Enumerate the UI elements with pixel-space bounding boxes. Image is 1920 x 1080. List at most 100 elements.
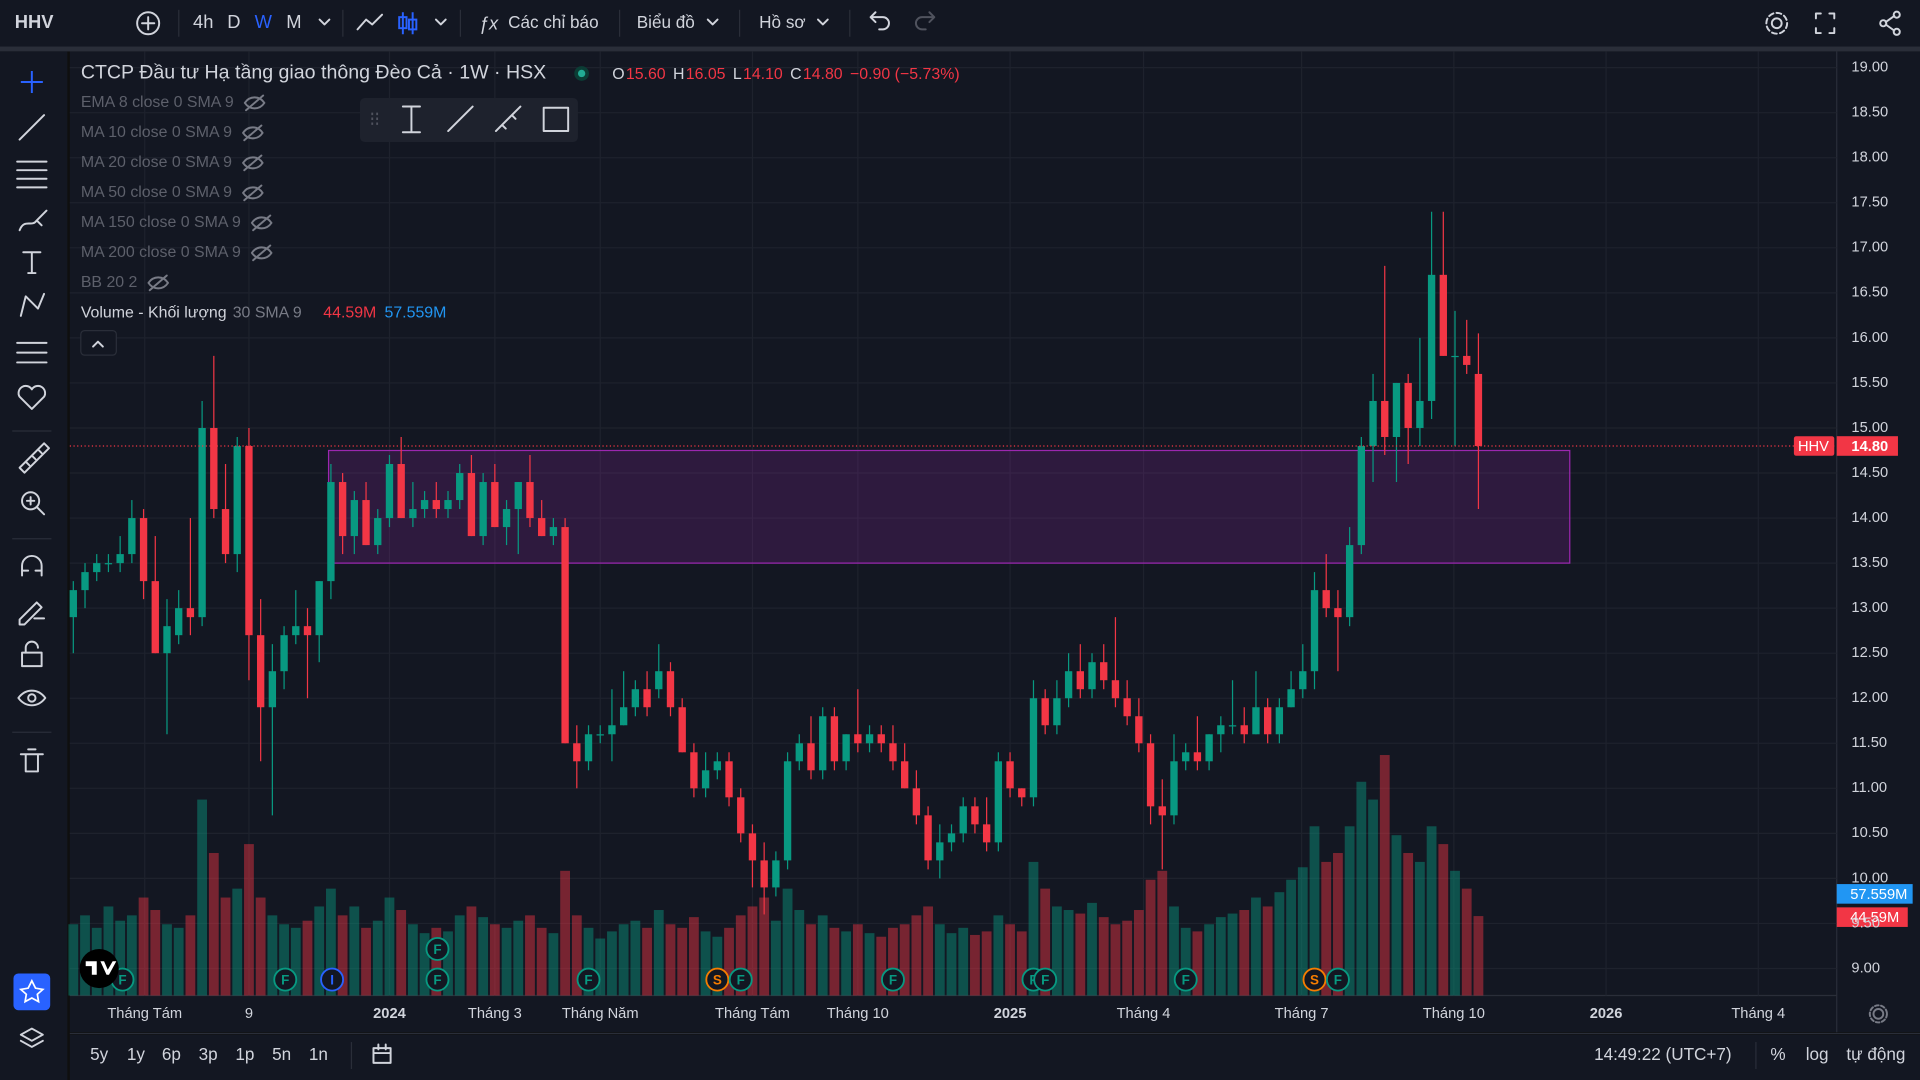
hidden-eye-icon[interactable] (250, 214, 273, 232)
drag-handle[interactable] (371, 112, 379, 128)
event-marker[interactable] (320, 967, 345, 992)
interval-button[interactable]: W (255, 11, 273, 32)
add-symbol-button[interactable] (136, 11, 161, 36)
favorites-tool[interactable] (17, 384, 47, 410)
event-marker[interactable] (425, 967, 450, 992)
fullscreen-button[interactable] (1814, 12, 1836, 35)
indicator-name[interactable]: MA 10 close 0 SMA 9 (81, 124, 232, 141)
text-line-tool[interactable] (401, 105, 421, 134)
indicator-name[interactable]: BB 20 2 (81, 274, 138, 291)
range-button[interactable]: 5n (272, 1044, 291, 1064)
redo-button[interactable] (914, 11, 936, 31)
volume-bar (1251, 897, 1261, 996)
indicator-name[interactable]: MA 20 close 0 SMA 9 (81, 154, 232, 171)
volume-bar (1098, 917, 1109, 996)
indicator-name[interactable]: MA 50 close 0 SMA 9 (81, 184, 232, 201)
interval-chevron[interactable] (318, 18, 331, 26)
settings-button[interactable] (1765, 11, 1789, 35)
clock[interactable]: 14:49:22 (UTC+7) (1594, 1044, 1732, 1064)
goto-date-button[interactable] (372, 1043, 392, 1064)
range-button[interactable]: 5y (90, 1044, 109, 1064)
interval-button[interactable]: D (227, 11, 240, 32)
symbol[interactable]: HHV (15, 11, 55, 32)
indicator-name[interactable]: MA 200 close 0 SMA 9 (81, 244, 241, 261)
interval-button[interactable]: 4h (193, 11, 213, 32)
volume-bar (618, 924, 629, 996)
indicator-name[interactable]: MA 150 close 0 SMA 9 (81, 214, 241, 231)
event-marker[interactable] (1033, 967, 1058, 992)
fx-icon[interactable]: ƒx (479, 12, 499, 33)
collapse-legend-button[interactable] (80, 330, 117, 356)
profile-menu[interactable]: Hồ sơ (759, 12, 805, 32)
event-label: F (1041, 972, 1049, 987)
candle-body (936, 842, 944, 861)
indicators-button[interactable]: Các chỉ báo (508, 12, 598, 32)
hidden-eye-icon[interactable] (242, 184, 264, 202)
zoom-tool[interactable] (21, 491, 46, 516)
candle-chart-icon[interactable] (398, 12, 418, 35)
crosshair-tool[interactable] (20, 71, 43, 94)
line-chart-icon[interactable] (356, 13, 384, 31)
event-marker[interactable] (1325, 967, 1350, 992)
range-button[interactable]: 6p (162, 1044, 181, 1064)
hidden-eye-icon[interactable] (242, 154, 264, 172)
ray-tool[interactable] (494, 105, 522, 132)
range-button[interactable]: 3p (199, 1044, 218, 1064)
event-marker[interactable] (273, 967, 298, 992)
event-marker[interactable] (705, 967, 730, 992)
trend-line-tool[interactable] (18, 114, 46, 141)
scale-option[interactable]: log (1806, 1044, 1829, 1064)
share-button[interactable] (1879, 10, 1901, 36)
event-marker[interactable] (1302, 967, 1327, 992)
logo-mark (85, 961, 117, 975)
fib-tool[interactable] (16, 160, 48, 189)
candle-body (1451, 355, 1459, 358)
hidden-eye-icon[interactable] (250, 244, 273, 262)
event-marker[interactable] (1173, 967, 1198, 992)
volume-bar (349, 906, 360, 996)
candle-body (994, 761, 1003, 843)
hidden-eye-icon[interactable] (242, 124, 264, 142)
lock-tool[interactable] (21, 640, 43, 668)
range-button[interactable]: 1y (127, 1044, 146, 1064)
volume-bar (1438, 844, 1449, 996)
y-tick-label: 9.00 (1851, 960, 1880, 976)
brush-tool[interactable] (18, 209, 48, 232)
pattern-tool[interactable] (19, 292, 46, 317)
candle-body (573, 743, 581, 762)
stay-drawing-tool[interactable] (18, 601, 46, 626)
rectangle-tool[interactable] (542, 106, 570, 132)
hidden-eye-icon[interactable] (243, 94, 266, 112)
event-marker[interactable] (425, 937, 450, 961)
range-button[interactable]: 1p (235, 1044, 254, 1064)
chart-type-chevron[interactable] (434, 18, 447, 26)
event-label: F (737, 972, 745, 987)
undo-button[interactable] (869, 11, 890, 31)
event-marker[interactable] (576, 967, 601, 992)
scale-option[interactable]: tự động (1846, 1044, 1905, 1064)
volume-bar (583, 927, 594, 996)
volume-bar (888, 927, 898, 996)
candle-body (854, 734, 862, 744)
hide-tool[interactable] (17, 689, 47, 707)
layers-button[interactable] (19, 1027, 44, 1048)
event-marker[interactable] (728, 967, 753, 992)
time-axis-settings[interactable] (1868, 1004, 1888, 1024)
range-button[interactable]: 1n (309, 1044, 328, 1064)
ruler-tool[interactable] (18, 442, 50, 474)
scale-option[interactable]: % (1770, 1044, 1785, 1064)
line-tool[interactable] (447, 105, 474, 132)
hidden-eye-icon[interactable] (147, 274, 170, 292)
delete-tool[interactable] (19, 748, 44, 773)
event-marker[interactable] (881, 967, 905, 992)
chevron[interactable] (706, 18, 719, 26)
chart-menu[interactable]: Biểu đồ (637, 12, 695, 32)
interval-button[interactable]: M (286, 11, 301, 32)
event-label: F (433, 972, 441, 987)
forecast-tool[interactable] (16, 341, 48, 364)
chevron[interactable] (816, 18, 829, 26)
indicator-name[interactable]: EMA 8 close 0 SMA 9 (81, 94, 234, 111)
text-tool[interactable] (22, 251, 42, 275)
watchlist-button[interactable] (13, 973, 51, 1011)
magnet-tool[interactable] (21, 554, 43, 577)
